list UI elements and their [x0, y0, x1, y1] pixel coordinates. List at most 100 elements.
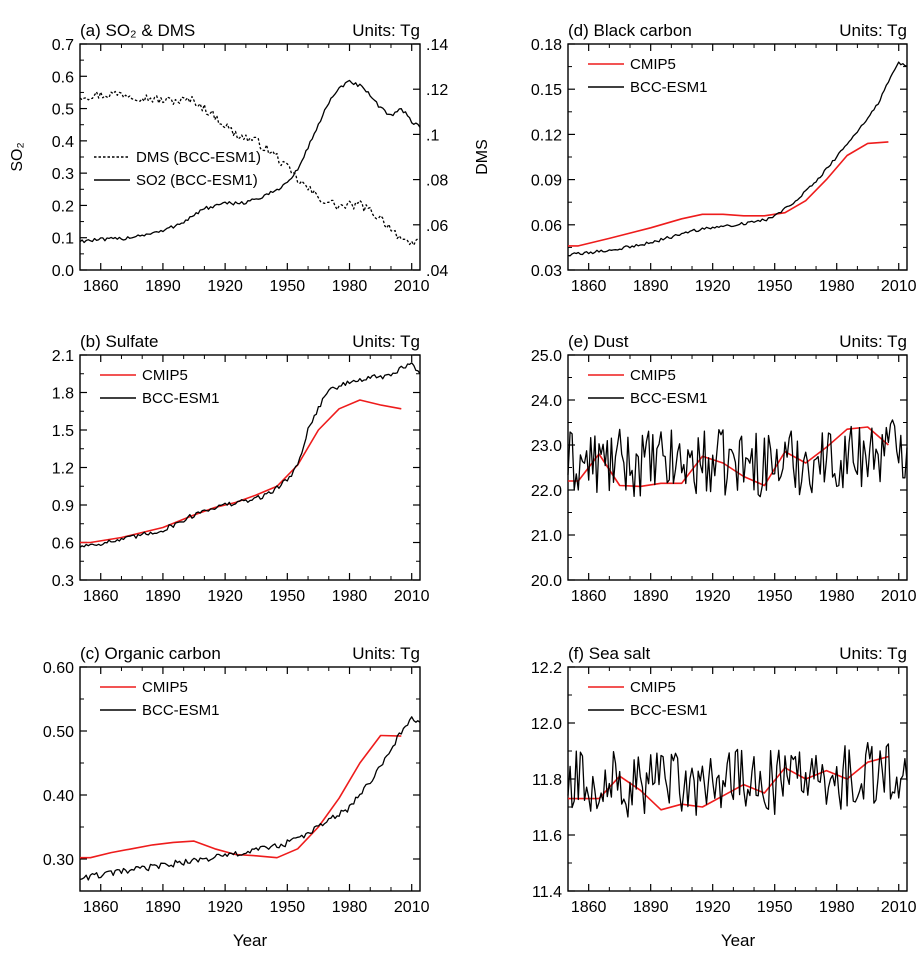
legend-label-c-1: BCC-ESM1 — [142, 702, 220, 719]
x-tick-label-b: 1860 — [83, 588, 119, 605]
x-tick-label-e: 1980 — [819, 588, 855, 605]
x-tick-label-c: 1950 — [270, 899, 306, 916]
x-tick-label-d: 1920 — [695, 278, 731, 295]
x-tick-label-b: 1980 — [332, 588, 368, 605]
y-tick-label-a: 0.5 — [52, 102, 74, 119]
x-tick-label-e: 1890 — [633, 588, 669, 605]
y-tick-label-a: 0.1 — [52, 231, 74, 248]
series-line-c-0 — [80, 734, 402, 859]
series-line-c-1 — [79, 716, 421, 881]
legend-label-b-1: BCC-ESM1 — [142, 390, 220, 407]
legend-label-a-0: DMS (BCC-ESM1) — [136, 149, 261, 166]
y-tick-label-d: 0.18 — [531, 37, 562, 54]
x-tick-label-e: 2010 — [881, 588, 917, 605]
plot-frame-e — [567, 354, 908, 581]
y-tick-label-a: 0.3 — [52, 166, 74, 183]
x-tick-label-e: 1950 — [757, 588, 793, 605]
y-tick-label-c: 0.30 — [43, 852, 74, 869]
y-tick-label-a: 0.6 — [52, 69, 74, 86]
series-line-b-1 — [79, 362, 421, 548]
legend-label-d-1: BCC-ESM1 — [630, 79, 708, 96]
y-tick-label-a: 0.4 — [52, 134, 74, 151]
y-axis-label-a: SO₂ — [9, 142, 26, 171]
plot-frame-b — [79, 354, 421, 581]
series-line-a-0 — [79, 90, 421, 246]
y-tick-label-a: 0.2 — [52, 198, 74, 215]
series-line-e-1 — [567, 419, 908, 498]
y-tick-label-e: 20.0 — [531, 573, 562, 590]
x-tick-label-f: 2010 — [881, 899, 917, 916]
x-tick-label-c: 1860 — [83, 899, 119, 916]
x-tick-label-d: 1980 — [819, 278, 855, 295]
x-tick-label-f: 1860 — [571, 899, 607, 916]
y-tick-label-b: 0.6 — [52, 536, 74, 553]
x-tick-label-a: 1890 — [145, 278, 181, 295]
panel-title-c: (c) Organic carbon — [80, 644, 221, 663]
y-right-tick-label-a: .06 — [426, 218, 448, 235]
panel-units-f: Units: Tg — [839, 644, 907, 663]
x-tick-label-e: 1860 — [571, 588, 607, 605]
y-tick-label-f: 11.4 — [532, 884, 562, 901]
x-tick-label-e: 1920 — [695, 588, 731, 605]
y-tick-label-e: 25.0 — [531, 348, 562, 365]
legend-label-f-0: CMIP5 — [630, 679, 676, 696]
y-tick-label-f: 11.6 — [532, 828, 562, 845]
y-tick-label-b: 2.1 — [52, 348, 74, 365]
series-line-f-1 — [567, 741, 908, 818]
y-tick-label-c: 0.50 — [43, 724, 74, 741]
x-tick-label-d: 1860 — [571, 278, 607, 295]
panel-units-a: Units: Tg — [352, 21, 420, 40]
y-tick-label-d: 0.03 — [531, 263, 562, 280]
y-right-tick-label-a: .04 — [426, 263, 448, 280]
x-tick-label-a: 1920 — [207, 278, 243, 295]
y-tick-label-a: 0.0 — [52, 263, 74, 280]
legend-label-b-0: CMIP5 — [142, 367, 188, 384]
y-right-tick-label-a: .1 — [426, 127, 439, 144]
panel-title-b: (b) Sulfate — [80, 332, 158, 351]
y-tick-label-f: 12.2 — [531, 660, 562, 677]
y-tick-label-c: 0.60 — [43, 660, 74, 677]
panel-units-b: Units: Tg — [352, 332, 420, 351]
x-tick-label-c: 1920 — [207, 899, 243, 916]
series-line-d-1 — [567, 61, 908, 257]
x-tick-label-c: 1980 — [332, 899, 368, 916]
y-axis-label-right-a: DMS — [474, 139, 491, 175]
legend-label-f-1: BCC-ESM1 — [630, 702, 708, 719]
panel-title-e: (e) Dust — [568, 332, 629, 351]
x-tick-label-f: 1890 — [633, 899, 669, 916]
legend-label-d-0: CMIP5 — [630, 56, 676, 73]
y-tick-label-b: 0.3 — [52, 573, 74, 590]
x-tick-label-a: 2010 — [394, 278, 430, 295]
x-tick-label-b: 1920 — [207, 588, 243, 605]
y-tick-label-d: 0.15 — [531, 82, 562, 99]
series-line-f-0 — [568, 755, 889, 811]
y-tick-label-d: 0.06 — [531, 218, 562, 235]
series-line-a-1 — [79, 79, 421, 244]
legend-label-e-1: BCC-ESM1 — [630, 390, 708, 407]
legend-label-e-0: CMIP5 — [630, 367, 676, 384]
panel-units-c: Units: Tg — [352, 644, 420, 663]
x-tick-label-f: 1980 — [819, 899, 855, 916]
y-tick-label-e: 24.0 — [531, 393, 562, 410]
x-tick-label-f: 1920 — [695, 899, 731, 916]
x-tick-label-f: 1950 — [757, 899, 793, 916]
y-tick-label-b: 1.8 — [52, 386, 74, 403]
x-tick-label-a: 1950 — [270, 278, 306, 295]
y-tick-label-b: 0.9 — [52, 498, 74, 515]
legend-label-c-0: CMIP5 — [142, 679, 188, 696]
panel-title-d: (d) Black carbon — [568, 21, 692, 40]
y-tick-label-a: 0.7 — [52, 37, 74, 54]
y-tick-label-e: 23.0 — [531, 438, 562, 455]
x-tick-label-a: 1860 — [83, 278, 119, 295]
y-tick-label-f: 11.8 — [532, 772, 562, 789]
panel-title-a: (a) SO₂ & DMS — [80, 21, 195, 40]
y-tick-label-e: 21.0 — [531, 528, 562, 545]
x-tick-label-d: 1890 — [633, 278, 669, 295]
x-tick-label-c: 1890 — [145, 899, 181, 916]
y-tick-label-b: 1.2 — [52, 461, 74, 478]
panel-units-d: Units: Tg — [839, 21, 907, 40]
x-tick-label-d: 2010 — [881, 278, 917, 295]
x-tick-label-b: 1950 — [270, 588, 306, 605]
x-axis-label-left: Year — [233, 931, 268, 950]
plot-frame-c — [79, 666, 421, 892]
